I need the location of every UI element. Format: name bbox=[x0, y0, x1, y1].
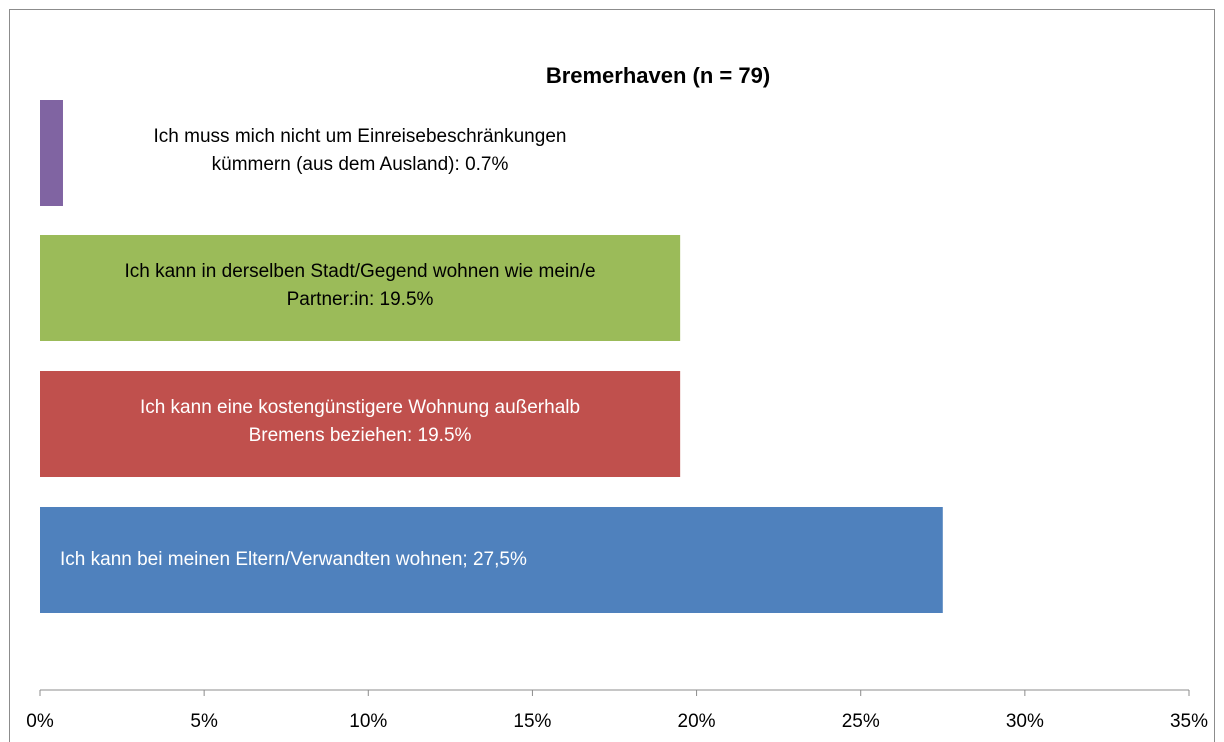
x-tick-label: 15% bbox=[513, 711, 551, 732]
bar bbox=[40, 235, 681, 341]
x-tick-label: 5% bbox=[190, 711, 218, 732]
data-label: kümmern (aus dem Ausland): 0.7% bbox=[212, 154, 509, 175]
bar bbox=[40, 507, 943, 613]
x-tick-label: 25% bbox=[842, 711, 880, 732]
x-tick-label: 0% bbox=[26, 711, 54, 732]
data-label: Bremens beziehen: 19.5% bbox=[249, 425, 472, 446]
data-label: Ich kann bei meinen Eltern/Verwandten wo… bbox=[60, 549, 527, 570]
data-label: Ich kann eine kostengünstigere Wohnung a… bbox=[140, 397, 580, 418]
data-label: Partner:in: 19.5% bbox=[287, 289, 434, 310]
x-tick-label: 30% bbox=[1006, 711, 1044, 732]
bar bbox=[40, 371, 681, 477]
x-tick-label: 10% bbox=[349, 711, 387, 732]
data-label: Ich kann in derselben Stadt/Gegend wohne… bbox=[124, 261, 595, 282]
chart-title: Bremerhaven (n = 79) bbox=[546, 63, 770, 88]
x-tick-label: 35% bbox=[1170, 711, 1208, 732]
data-label: Ich muss mich nicht um Einreisebeschränk… bbox=[154, 126, 567, 147]
bar bbox=[40, 100, 63, 206]
x-tick-label: 20% bbox=[678, 711, 716, 732]
